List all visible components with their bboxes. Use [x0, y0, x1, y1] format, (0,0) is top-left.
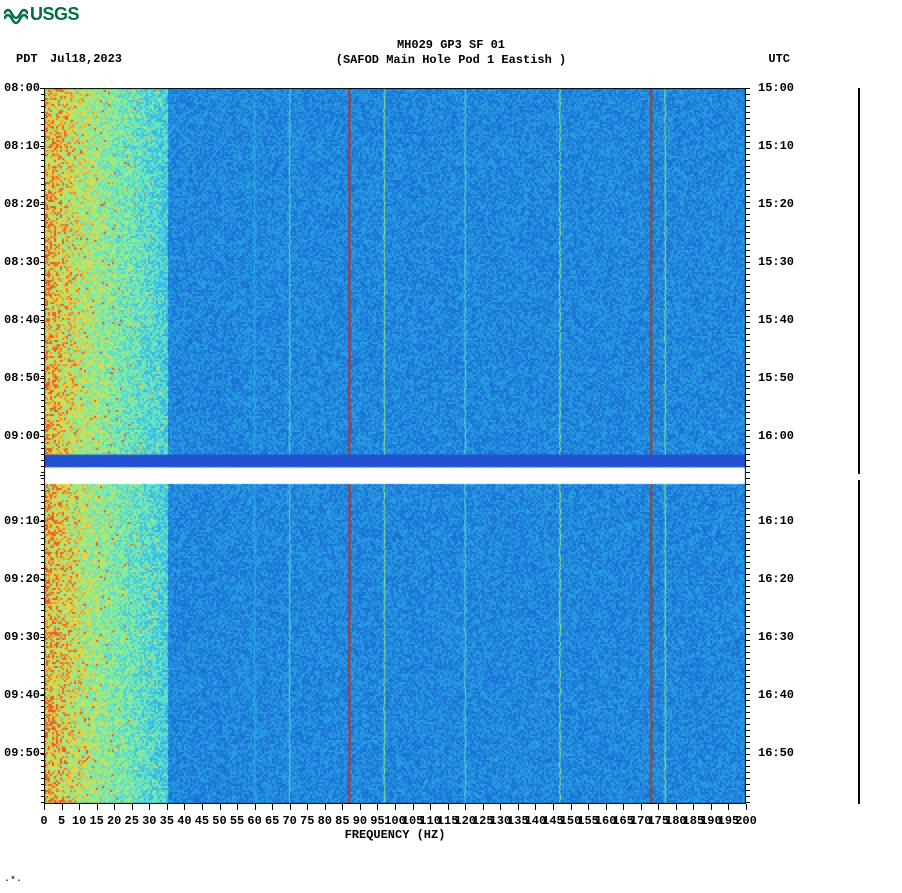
left-tick-label: 08:20 [4, 197, 40, 211]
right-tick-label: 15:00 [758, 81, 794, 95]
chart-title: MH029 GP3 SF 01 (SAFOD Main Hole Pod 1 E… [0, 38, 902, 68]
wave-icon [4, 5, 28, 25]
title-line2: (SAFOD Main Hole Pod 1 Eastish ) [0, 53, 902, 68]
left-tick-label: 09:50 [4, 746, 40, 760]
x-tick-label: 65 [265, 814, 279, 828]
x-tick-label: 50 [212, 814, 226, 828]
date-label: Jul18,2023 [50, 52, 122, 66]
x-tick-label: 70 [282, 814, 296, 828]
left-tick-label: 08:40 [4, 313, 40, 327]
right-tick-label: 15:30 [758, 255, 794, 269]
x-tick-label: 75 [300, 814, 314, 828]
right-tick-label: 16:10 [758, 514, 794, 528]
left-tick-label: 08:50 [4, 371, 40, 385]
left-tick-label: 09:30 [4, 630, 40, 644]
right-tick-label: 16:40 [758, 688, 794, 702]
x-tick-label: 40 [177, 814, 191, 828]
x-tick-label: 200 [735, 814, 757, 828]
logo-text: USGS [30, 4, 79, 25]
x-tick-label: 35 [160, 814, 174, 828]
left-y-axis: 08:0008:1008:2008:3008:4008:5009:0009:10… [0, 88, 44, 804]
x-tick-label: 10 [72, 814, 86, 828]
right-tick-label: 16:20 [758, 572, 794, 586]
left-tick-label: 08:10 [4, 139, 40, 153]
x-tick-label: 85 [335, 814, 349, 828]
x-tick-label: 30 [142, 814, 156, 828]
title-line1: MH029 GP3 SF 01 [0, 38, 902, 53]
right-timezone-label: UTC [768, 52, 790, 66]
x-tick-label: 0 [40, 814, 47, 828]
left-timezone-label: PDT [16, 52, 38, 66]
x-axis: FREQUENCY (HZ) 0510152025303540455055606… [44, 804, 746, 844]
x-axis-title: FREQUENCY (HZ) [44, 828, 746, 842]
right-tick-label: 16:00 [758, 429, 794, 443]
left-tick-label: 09:40 [4, 688, 40, 702]
spectrogram-plot [44, 88, 746, 804]
x-tick-label: 20 [107, 814, 121, 828]
right-tick-label: 15:20 [758, 197, 794, 211]
left-tick-label: 08:00 [4, 81, 40, 95]
left-tick-label: 09:10 [4, 514, 40, 528]
usgs-logo: USGS [4, 4, 79, 25]
left-tick-label: 08:30 [4, 255, 40, 269]
x-tick-label: 60 [247, 814, 261, 828]
spectrogram-canvas [44, 88, 746, 804]
left-tick-label: 09:20 [4, 572, 40, 586]
x-tick-label: 90 [353, 814, 367, 828]
x-tick-label: 80 [318, 814, 332, 828]
right-tick-label: 15:40 [758, 313, 794, 327]
right-scale-bar-top [858, 88, 860, 474]
x-tick-label: 15 [89, 814, 103, 828]
x-tick-label: 25 [125, 814, 139, 828]
right-y-axis: 15:0015:1015:2015:3015:4015:5016:0016:10… [750, 88, 794, 804]
right-scale-bar-bottom [858, 480, 860, 804]
right-tick-label: 15:50 [758, 371, 794, 385]
right-tick-label: 15:10 [758, 139, 794, 153]
x-tick-label: 95 [370, 814, 384, 828]
right-tick-label: 16:30 [758, 630, 794, 644]
footer-mark: ·*· [4, 876, 22, 887]
x-tick-label: 45 [195, 814, 209, 828]
left-tick-label: 09:00 [4, 429, 40, 443]
x-tick-label: 55 [230, 814, 244, 828]
x-tick-label: 5 [58, 814, 65, 828]
right-tick-label: 16:50 [758, 746, 794, 760]
